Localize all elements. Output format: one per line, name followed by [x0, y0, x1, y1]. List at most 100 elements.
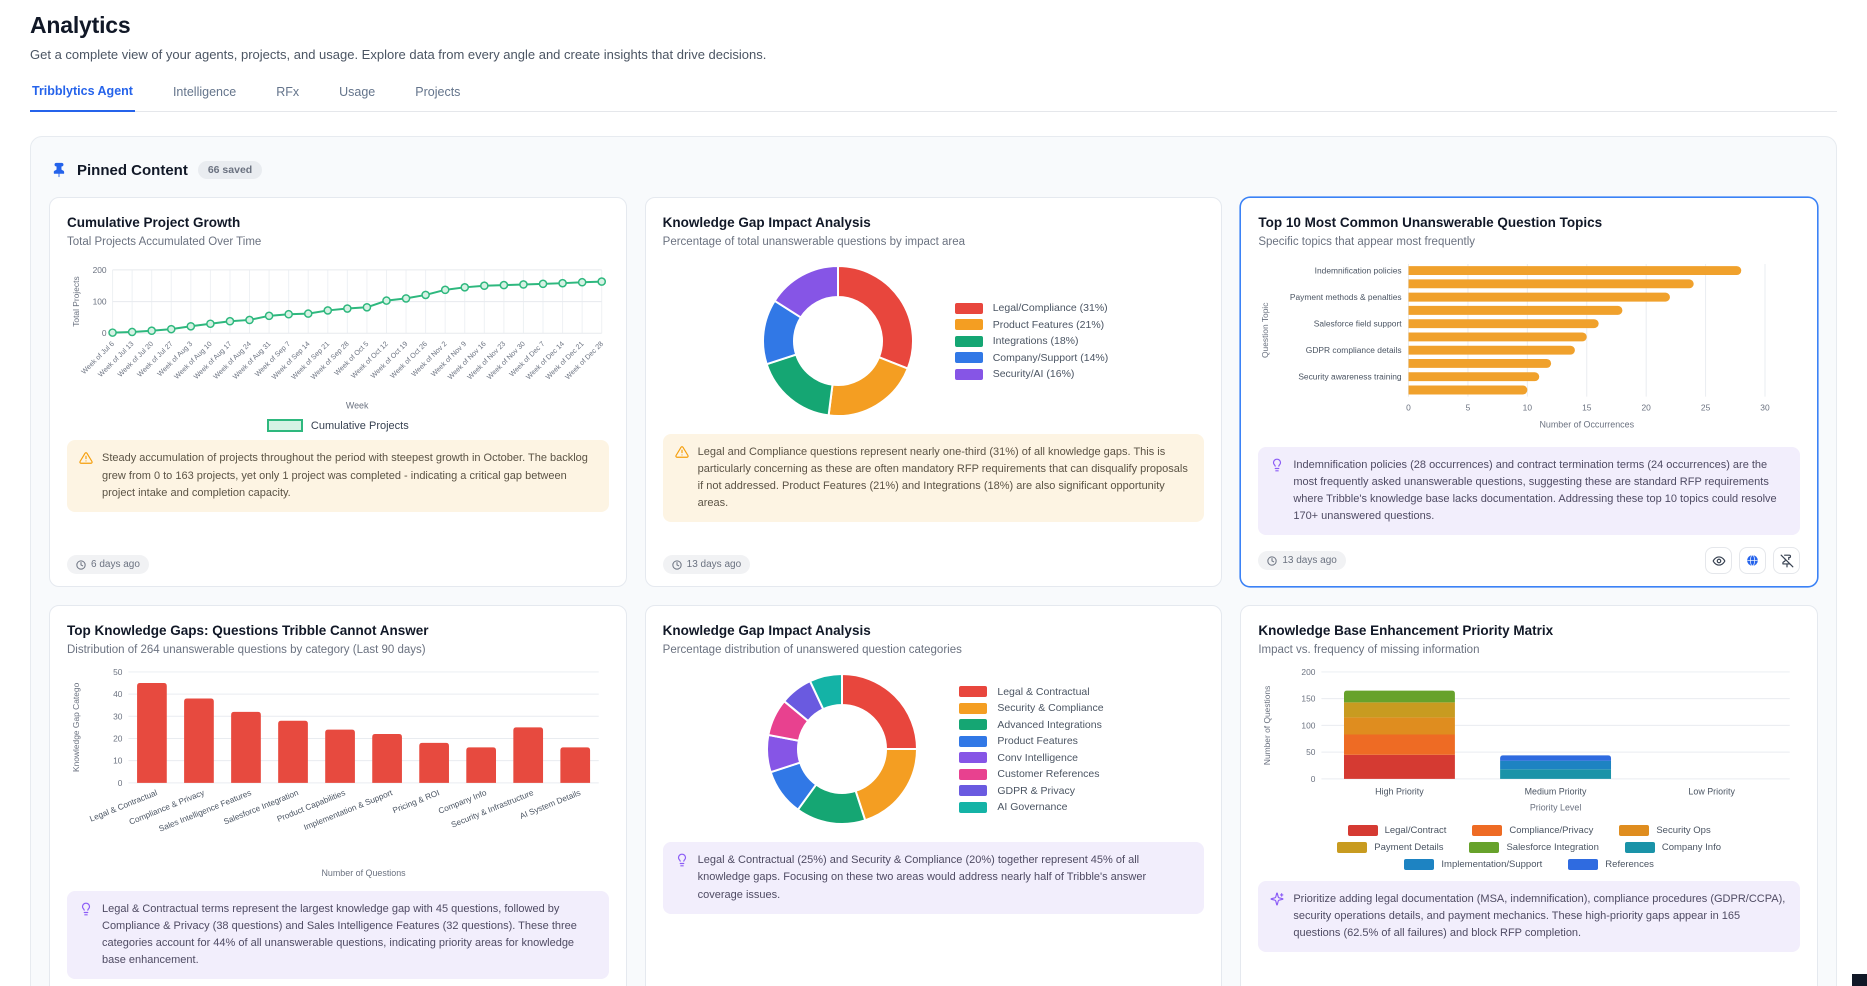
insight-box: Steady accumulation of projects througho… [67, 440, 609, 512]
legend-item: Customer References [959, 768, 1103, 780]
legend-label: Compliance/Privacy [1509, 824, 1594, 836]
insight-text: Steady accumulation of projects througho… [102, 452, 588, 499]
svg-text:Week: Week [346, 401, 369, 411]
view-button[interactable] [1705, 547, 1732, 575]
legend-label: Security Ops [1656, 824, 1711, 836]
card-cumulative-project-growth[interactable]: Cumulative Project Growth Total Projects… [49, 197, 627, 588]
lightbulb-icon [677, 854, 686, 867]
chart-legend: Legal/Compliance (31%) Product Features (… [954, 298, 1109, 385]
legend-label: Company Info [1661, 841, 1722, 853]
svg-text:Security awareness training: Security awareness training [1299, 372, 1403, 382]
legend-swatch [959, 801, 988, 813]
svg-text:0: 0 [102, 328, 107, 338]
svg-text:0: 0 [118, 778, 123, 788]
legend-item: Salesforce Integration [1469, 841, 1599, 853]
legend-label: Cumulative Projects [310, 419, 409, 432]
legend-swatch [959, 768, 988, 780]
legend-swatch [954, 368, 983, 380]
svg-text:High Priority: High Priority [1376, 787, 1425, 797]
card-top-unanswerable-topics[interactable]: Top 10 Most Common Unanswerable Question… [1240, 197, 1818, 588]
legend-label: Legal & Contractual [997, 685, 1090, 698]
svg-text:Question Topic: Question Topic [1260, 303, 1270, 358]
svg-text:50: 50 [113, 667, 123, 677]
svg-text:200: 200 [93, 265, 107, 275]
tab-tribblytics-agent[interactable]: Tribblytics Agent [30, 78, 135, 112]
legend-swatch [959, 702, 988, 714]
legend-label: Company/Support (14%) [992, 351, 1109, 364]
card-knowledge-gap-impact-2[interactable]: Knowledge Gap Impact Analysis Percentage… [644, 605, 1223, 986]
stacked-bar-chart-svg: 0 50 100 150 200 High Priority Medium Priority… [1262, 667, 1791, 813]
clock-icon [76, 560, 86, 570]
svg-text:Knowledge Gap Catego: Knowledge Gap Catego [71, 683, 81, 773]
tab-intelligence[interactable]: Intelligence [171, 78, 238, 111]
timestamp-badge: 6 days ago [67, 555, 149, 575]
card-subtitle: Impact vs. frequency of missing informat… [1258, 644, 1480, 657]
legend-label: Implementation/Support [1441, 858, 1543, 870]
insight-text: Legal and Compliance questions represent… [697, 446, 1188, 510]
legend-item: Security Ops [1619, 824, 1711, 836]
timestamp-badge: 13 days ago [662, 555, 751, 575]
legend-item: Product Features (21%) [954, 319, 1109, 331]
legend-swatch [954, 302, 983, 314]
donut-chart-svg [766, 673, 919, 826]
svg-text:150: 150 [1302, 694, 1316, 704]
insight-box: Legal and Compliance questions represent… [662, 434, 1205, 523]
unpin-button[interactable] [1773, 547, 1800, 575]
line-chart: 0 100 200 Total Projects Week of Jul 6 Week o… [67, 258, 609, 436]
legend-label: GDPR & Privacy [997, 784, 1075, 797]
visualize-button[interactable] [1739, 547, 1766, 575]
legend-label: AI Governance [997, 801, 1068, 814]
insight-box: Prioritize adding legal documentation (M… [1258, 880, 1800, 953]
legend-swatch [954, 352, 983, 363]
lightbulb-icon [1273, 458, 1282, 472]
svg-text:Low Priority: Low Priority [1689, 787, 1736, 797]
legend-label: Conv Intelligence [997, 751, 1078, 764]
legend-item: Advanced Integrations [959, 719, 1103, 731]
eye-icon [1712, 556, 1725, 566]
card-top-knowledge-gaps[interactable]: Top Knowledge Gaps: Questions Tribble Ca… [49, 605, 627, 986]
legend-swatch [1404, 858, 1435, 870]
page-title: Analytics [30, 12, 131, 38]
tab-rfx[interactable]: RFx [274, 78, 301, 111]
legend-item: References [1568, 858, 1654, 870]
legend-swatch [959, 785, 988, 797]
svg-text:0: 0 [1407, 402, 1412, 412]
pin-off-icon [1780, 554, 1793, 568]
scrollbar-corner [1852, 974, 1867, 986]
warning-icon [79, 452, 93, 465]
card-subtitle: Percentage distribution of unanswered qu… [662, 644, 962, 657]
legend-swatch [1619, 824, 1650, 836]
card-title: Knowledge Base Enhancement Priority Matr… [1258, 623, 1554, 639]
svg-text:50: 50 [1306, 748, 1316, 758]
svg-text:5: 5 [1466, 402, 1471, 412]
donut-chart: Legal/Compliance (31%) Product Features (… [663, 258, 1205, 430]
pin-icon [53, 162, 65, 178]
card-footer: 13 days ago [662, 543, 1205, 575]
brand-sphere-icon [1747, 555, 1758, 567]
legend-swatch [954, 335, 983, 347]
svg-text:Total Projects: Total Projects [71, 276, 81, 326]
insight-text: Indemnification policies (28 occurrences… [1293, 459, 1777, 523]
insight-box: Indemnification policies (28 occurrences… [1258, 447, 1800, 536]
card-footer: 13 days ago [1258, 535, 1800, 575]
pinned-title: Pinned Content [77, 161, 188, 179]
legend-item: GDPR & Privacy [959, 785, 1103, 797]
page-subtitle: Get a complete view of your agents, proj… [30, 47, 767, 62]
legend-label: Security/AI (16%) [992, 368, 1075, 380]
hbar-chart-svg: 0 5 10 15 20 25 30 Indemnification policies Paym… [1260, 263, 1770, 429]
svg-text:Salesforce field support: Salesforce field support [1314, 319, 1403, 329]
svg-text:10: 10 [113, 756, 123, 766]
legend-item: Implementation/Support [1404, 858, 1543, 870]
tab-projects[interactable]: Projects [413, 78, 462, 111]
legend-item: Product Features [959, 735, 1103, 747]
tab-usage[interactable]: Usage [337, 78, 377, 111]
card-knowledge-gap-impact-1[interactable]: Knowledge Gap Impact Analysis Percentage… [644, 197, 1223, 588]
card-priority-matrix[interactable]: Knowledge Base Enhancement Priority Matr… [1240, 605, 1818, 986]
legend-item: Compliance/Privacy [1472, 824, 1594, 836]
card-footer: 13 days ago [663, 979, 1205, 986]
legend-swatch [1469, 841, 1500, 853]
legend-label: Payment Details [1374, 841, 1444, 853]
legend-label: Legal/Contract [1384, 824, 1447, 836]
svg-text:Priority Level: Priority Level [1530, 803, 1581, 813]
